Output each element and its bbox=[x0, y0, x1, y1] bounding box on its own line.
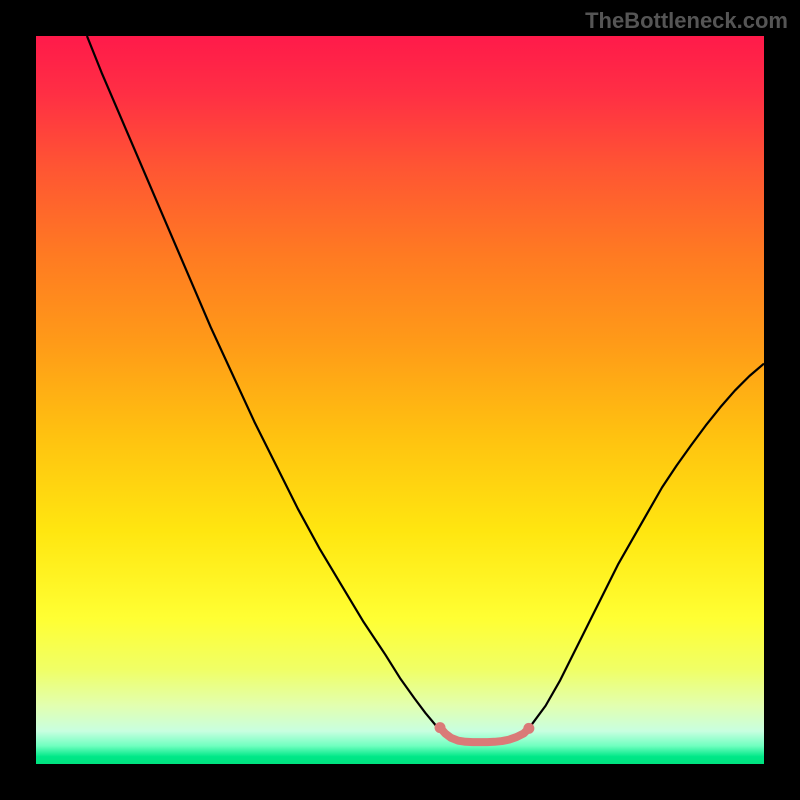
knee-endpoint-dot bbox=[523, 723, 534, 734]
chart-container: TheBottleneck.com bbox=[0, 0, 800, 800]
watermark-text: TheBottleneck.com bbox=[585, 8, 788, 34]
gradient-background bbox=[36, 36, 764, 764]
knee-endpoint-dot bbox=[435, 722, 446, 733]
plot-area bbox=[36, 36, 764, 764]
